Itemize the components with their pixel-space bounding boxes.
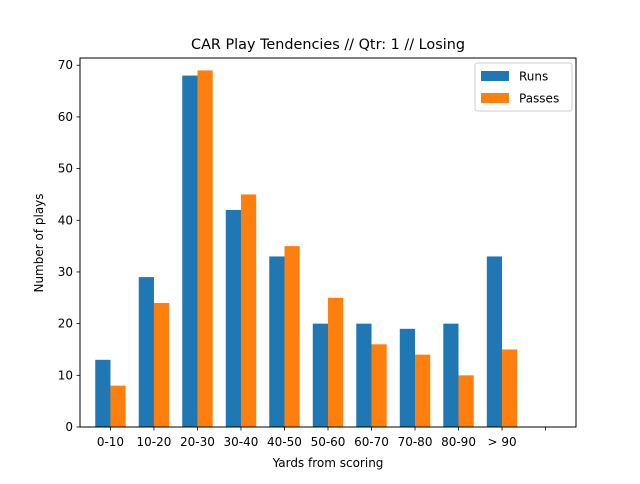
y-tick-label: 20 bbox=[58, 317, 73, 331]
x-tick-label: 40-50 bbox=[267, 435, 302, 449]
bar-runs-3 bbox=[225, 209, 241, 427]
bar-passes-4 bbox=[284, 246, 300, 427]
x-tick-label: 0-10 bbox=[97, 435, 124, 449]
x-tick-label: 50-60 bbox=[311, 435, 346, 449]
bar-passes-6 bbox=[371, 344, 387, 427]
legend-swatch-runs bbox=[481, 71, 509, 81]
x-tick-label: 30-40 bbox=[224, 435, 259, 449]
bars-layer bbox=[95, 70, 518, 428]
y-axis-label: Number of plays bbox=[32, 193, 46, 292]
axes-layer: 0 10 20 30 40 50 60 70 0-10 10-20 20-30 30-40 40-50 5… bbox=[58, 57, 577, 449]
bar-passes-5 bbox=[328, 297, 344, 427]
x-tick-label: > 90 bbox=[487, 435, 516, 449]
bar-runs-2 bbox=[182, 75, 198, 428]
bar-runs-1 bbox=[138, 277, 154, 427]
y-tick-label: 10 bbox=[58, 368, 73, 382]
y-tick-label: 50 bbox=[58, 162, 73, 176]
legend-label-passes: Passes bbox=[519, 92, 559, 106]
x-tick-label: 20-30 bbox=[180, 435, 215, 449]
bar-passes-1 bbox=[153, 302, 170, 427]
legend: Runs Passes bbox=[474, 62, 573, 112]
bar-runs-8 bbox=[443, 323, 459, 427]
bar-passes-9 bbox=[502, 349, 518, 427]
x-tick-label: 10-20 bbox=[137, 435, 172, 449]
bar-runs-6 bbox=[356, 323, 372, 427]
bar-passes-8 bbox=[458, 375, 474, 427]
x-tick-label: 70-80 bbox=[398, 435, 433, 449]
y-tick-label: 40 bbox=[58, 213, 73, 227]
bar-runs-4 bbox=[269, 256, 285, 427]
chart-title: CAR Play Tendencies // Qtr: 1 // Losing bbox=[191, 37, 465, 53]
y-tick-label: 70 bbox=[58, 58, 73, 72]
x-tick-label: 60-70 bbox=[354, 435, 389, 449]
bar-passes-7 bbox=[415, 354, 431, 427]
bar-runs-9 bbox=[486, 256, 503, 427]
y-tick-label: 60 bbox=[58, 110, 73, 124]
y-tick-label: 0 bbox=[65, 420, 73, 434]
bar-runs-5 bbox=[312, 323, 328, 427]
legend-swatch-passes bbox=[481, 93, 509, 103]
bar-passes-0 bbox=[110, 385, 126, 427]
x-axis-label: Yards from scoring bbox=[272, 456, 384, 470]
legend-label-runs: Runs bbox=[519, 70, 548, 84]
bar-passes-3 bbox=[240, 194, 257, 427]
x-tick-label: 80-90 bbox=[441, 435, 476, 449]
bar-runs-0 bbox=[95, 359, 111, 427]
bar-runs-7 bbox=[399, 328, 416, 427]
y-tick-label: 30 bbox=[58, 265, 73, 279]
bar-passes-2 bbox=[197, 70, 213, 428]
